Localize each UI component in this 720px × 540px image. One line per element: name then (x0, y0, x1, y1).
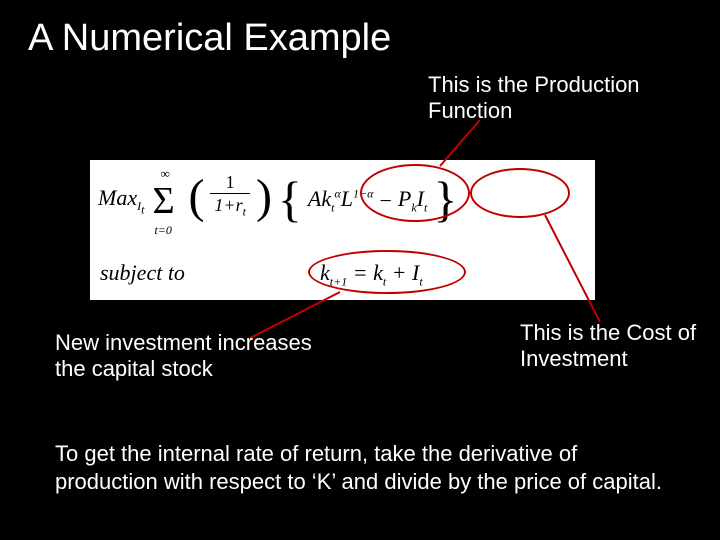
var-k: k (321, 186, 331, 211)
var-a: A (308, 186, 321, 211)
annotation-capital: New investment increases the capital sto… (55, 330, 315, 383)
var-l: L (341, 186, 353, 211)
var-k-sub: t (331, 201, 334, 215)
callout-ellipse-capital (308, 250, 466, 294)
frac-den-prefix: 1+ (214, 195, 235, 215)
annotation-cost: This is the Cost of Investment (520, 320, 700, 373)
slide-title: A Numerical Example (28, 18, 391, 60)
frac-den-sub: t (243, 204, 246, 218)
brace-left-icon: { (278, 174, 302, 224)
paren-group: ( 1 1+rt ) (188, 173, 271, 229)
max-sub-t: t (141, 202, 144, 216)
annotation-production: This is the Production Function (428, 72, 688, 125)
sigma-icon: ∞ Σ t=0 (150, 172, 182, 230)
sigma-lower: t=0 (154, 223, 171, 238)
fraction: 1 1+rt (210, 173, 250, 218)
bottom-text: To get the internal rate of return, take… (55, 440, 680, 495)
max-label: Max (98, 185, 137, 210)
sigma-char: Σ (152, 182, 174, 220)
frac-num: 1 (210, 173, 250, 193)
callout-ellipse-cost (470, 168, 570, 218)
subject-to: subject to (100, 260, 185, 286)
callout-ellipse-production (360, 164, 470, 222)
frac-den-var: r (236, 195, 243, 215)
